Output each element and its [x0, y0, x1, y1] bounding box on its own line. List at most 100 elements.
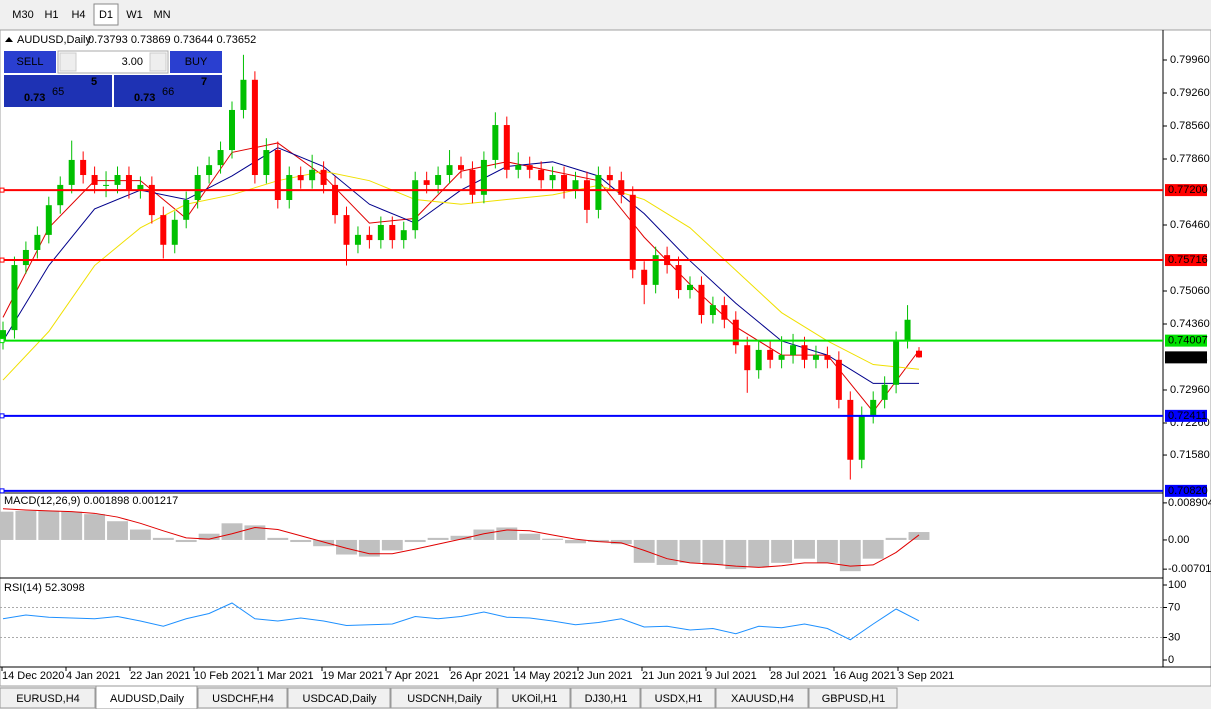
macd-bar — [427, 537, 449, 540]
chart-tab[interactable] — [715, 687, 809, 709]
macd-bar — [542, 538, 564, 540]
candle-body — [641, 269, 648, 285]
timeframe-label[interactable]: H4 — [71, 9, 85, 21]
level-label-box — [1165, 334, 1207, 347]
candle-body — [11, 265, 18, 331]
chart-tab[interactable] — [287, 687, 391, 709]
x-tick-label: 22 Jan 2021 — [130, 670, 191, 682]
timeframe-button[interactable] — [9, 4, 37, 25]
candle-body — [320, 169, 327, 185]
candle-body — [847, 399, 854, 460]
level-label-box — [1165, 484, 1207, 497]
macd-bar — [221, 523, 243, 540]
candle-body — [561, 175, 568, 191]
chart-tab-label[interactable]: GBPUSD,H1 — [822, 693, 886, 705]
timeframe-label[interactable]: MN — [153, 9, 170, 21]
y-tick-label: 0.78560 — [1170, 120, 1210, 132]
y-tick-label: 0.71580 — [1170, 449, 1210, 461]
candle-body — [904, 319, 911, 341]
chart-tab[interactable] — [390, 687, 498, 709]
timeframe-button[interactable] — [0, 4, 6, 25]
chart-tab-label[interactable]: AUDUSD,Daily — [110, 693, 184, 705]
timeframe-button[interactable] — [150, 4, 174, 25]
lot-up[interactable] — [149, 52, 167, 72]
lot-value[interactable]: 3.00 — [122, 56, 143, 68]
candle-body — [538, 169, 545, 181]
timeframe-button[interactable] — [40, 4, 63, 25]
price-box[interactable] — [114, 75, 222, 107]
chart-tab-label[interactable]: USDCAD,Daily — [303, 693, 377, 705]
timeframe-label[interactable]: M30 — [12, 9, 33, 21]
y-tick-label: 0.79960 — [1170, 54, 1210, 66]
level-handle[interactable] — [0, 338, 5, 344]
macd-bar — [587, 539, 609, 543]
chart-tab[interactable] — [197, 687, 288, 709]
buy-button[interactable] — [170, 51, 222, 73]
chart-tab-label[interactable]: XAUUSD,H4 — [731, 693, 794, 705]
y-tick-label: 100 — [1168, 579, 1186, 591]
x-tick-label: 19 Mar 2021 — [322, 670, 384, 682]
y-tick-label: 0.76460 — [1170, 219, 1210, 231]
candle-body — [835, 359, 842, 400]
timeframe-label[interactable]: H1 — [44, 9, 58, 21]
chart-tab-label[interactable]: UKOil,H1 — [512, 693, 558, 705]
level-handle[interactable] — [0, 187, 5, 193]
level-handle[interactable] — [0, 413, 5, 419]
timeframe-button[interactable] — [66, 4, 91, 25]
timeframe-button[interactable] — [93, 3, 119, 26]
chart-tab[interactable] — [95, 685, 198, 709]
timeframe-button[interactable] — [122, 4, 147, 25]
macd-bar — [496, 527, 518, 540]
candle-body — [91, 175, 98, 185]
candle-body — [446, 165, 453, 176]
chart-tab[interactable] — [808, 687, 898, 709]
collapse-icon — [5, 37, 13, 42]
chart-tab-label[interactable]: USDX,H1 — [655, 693, 703, 705]
chart-window — [0, 29, 1211, 687]
level-handle[interactable] — [0, 488, 5, 494]
candle-body — [767, 349, 774, 360]
chart-tab-label[interactable]: EURUSD,H4 — [16, 693, 80, 705]
candle-body — [0, 330, 6, 341]
macd-bar — [794, 539, 815, 559]
candle-body — [549, 175, 556, 181]
price-big: 66 — [162, 86, 174, 98]
chart-tab[interactable] — [640, 687, 716, 709]
chart-tab[interactable] — [497, 687, 571, 709]
sell-button[interactable] — [4, 51, 56, 73]
chart-tab[interactable] — [570, 687, 641, 709]
macd-bar — [0, 511, 14, 540]
macd-bar — [748, 539, 770, 568]
lot-box[interactable] — [57, 50, 169, 74]
candle-body — [286, 175, 293, 201]
candle-body — [629, 194, 636, 270]
candle-body — [366, 234, 373, 241]
candle-body — [824, 355, 831, 360]
macd-bar — [450, 535, 472, 540]
y-tick-label: 0.75060 — [1170, 285, 1210, 297]
macd-bar — [771, 539, 793, 563]
timeframe-label[interactable]: D1 — [99, 9, 113, 21]
level-handle[interactable] — [0, 257, 5, 263]
level-label: 0.72411 — [1168, 410, 1207, 422]
chart-tab-label[interactable]: DJ30,H1 — [585, 693, 628, 705]
candle-body — [652, 255, 659, 285]
chart-tab-label[interactable]: USDCNH,Daily — [407, 693, 482, 705]
candle-body — [572, 180, 579, 191]
y-tick-label: 0.74360 — [1170, 318, 1210, 330]
timeframe-label[interactable]: W1 — [126, 9, 143, 21]
x-tick-label: 1 Mar 2021 — [258, 670, 314, 682]
chart-tab-label[interactable]: USDCHF,H4 — [212, 693, 274, 705]
price-box[interactable] — [4, 75, 112, 107]
candle-body — [251, 79, 258, 176]
chart-tab[interactable] — [0, 687, 96, 709]
sell-label[interactable]: SELL — [17, 56, 44, 68]
buy-label[interactable]: BUY — [185, 56, 208, 68]
macd-bar — [107, 521, 128, 540]
lot-down[interactable] — [59, 52, 77, 72]
level-label: 0.77200 — [1168, 184, 1208, 196]
candle-body — [309, 169, 316, 181]
candle-body — [812, 355, 819, 360]
price-pip: 5 — [91, 76, 97, 88]
